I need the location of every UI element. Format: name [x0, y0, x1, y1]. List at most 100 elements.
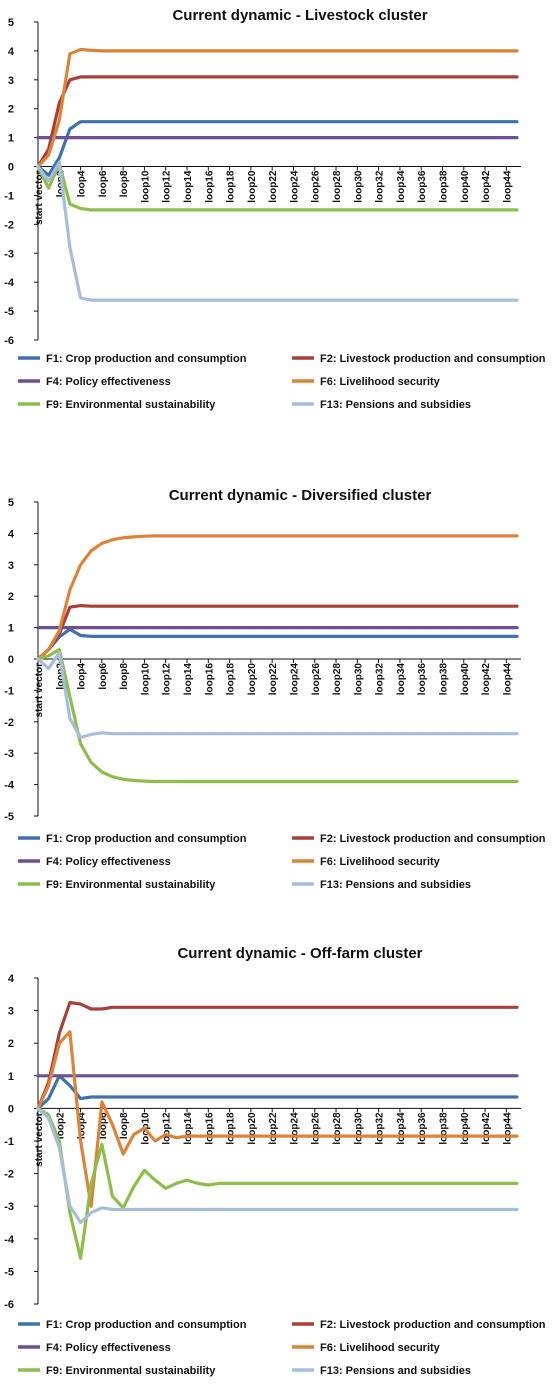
y-tick-label: 1	[8, 1071, 14, 1083]
x-tick-label: loop28	[332, 1112, 343, 1145]
y-tick-label: -6	[4, 1299, 14, 1311]
legend-label-f2: F2: Livestock production and consumption	[320, 1319, 546, 1331]
x-tick-label: loop44	[502, 663, 513, 696]
x-tick-label: loop16	[204, 170, 215, 203]
x-tick-label: loop16	[204, 1112, 215, 1145]
x-tick-label: loop44	[502, 170, 513, 203]
x-tick-label: loop10	[140, 170, 151, 203]
legend-label-f2: F2: Livestock production and consumption	[320, 353, 546, 365]
x-tick-label: loop36	[417, 1112, 428, 1145]
series-line-f1	[36, 120, 519, 177]
y-tick-label: 5	[8, 497, 14, 509]
series-line-f9	[36, 1106, 519, 1261]
legend-label-f4: F4: Policy effectiveness	[46, 1342, 171, 1354]
y-tick-label: 2	[8, 1038, 14, 1050]
series-line-f2	[36, 1000, 519, 1111]
x-tick-label: loop24	[289, 170, 300, 203]
x-tick-label: loop14	[183, 170, 194, 203]
x-tick-label: loop22	[268, 170, 279, 203]
y-tick-label: 3	[8, 75, 14, 87]
x-tick-label: start vector	[34, 1112, 45, 1167]
y-tick-label: 2	[8, 104, 14, 116]
x-tick-label: loop12	[162, 663, 173, 696]
chart-1: Current dynamic - Livestock cluster -6 -5 -…	[4, 7, 546, 411]
x-tick-label: loop4	[77, 663, 88, 690]
x-tick-label: loop22	[268, 663, 279, 696]
legend-label-f1: F1: Crop production and consumption	[46, 1319, 247, 1331]
x-tick-label: start vector	[34, 663, 45, 718]
y-tick-label: -2	[4, 219, 14, 231]
x-tick-label: loop8	[119, 1112, 130, 1139]
x-tick-label: loop34	[396, 1112, 407, 1145]
x-tick-label: loop42	[481, 170, 492, 203]
y-tick-label: -3	[4, 748, 14, 760]
legend-label-f13: F13: Pensions and subsidies	[320, 399, 471, 411]
x-tick-label: loop38	[438, 663, 449, 696]
x-tick-label: loop8	[119, 663, 130, 690]
series-line-f2	[36, 603, 519, 661]
series-line-f6	[36, 534, 519, 661]
series-line-f1	[36, 1074, 519, 1111]
x-tick-label: loop24	[289, 1112, 300, 1145]
y-tick-label: 1	[8, 133, 14, 145]
x-tick-label: loop20	[247, 170, 258, 203]
y-tick-label: 4	[8, 46, 15, 58]
legend-label-f6: F6: Livelihood security	[320, 376, 441, 388]
series-line-f13	[36, 160, 519, 302]
x-tick-label: loop40	[460, 1112, 471, 1145]
x-tick-label: loop12	[162, 1112, 173, 1145]
x-tick-label: loop26	[311, 170, 322, 203]
x-tick-label: loop34	[396, 170, 407, 203]
x-tick-label: loop42	[481, 663, 492, 696]
x-tick-label: loop10	[140, 663, 151, 696]
y-tick-label: -5	[4, 811, 14, 823]
x-tick-label: loop30	[353, 1112, 364, 1145]
x-tick-label: loop2	[55, 1112, 66, 1139]
y-tick-label: -3	[4, 248, 14, 260]
legend-label-f13: F13: Pensions and subsidies	[320, 1365, 471, 1377]
legend-label-f4: F4: Policy effectiveness	[46, 856, 171, 868]
x-tick-label: loop40	[460, 663, 471, 696]
x-tick-label: loop38	[438, 1112, 449, 1145]
x-tick-label: loop32	[375, 170, 386, 203]
series-line-f13	[36, 1106, 519, 1225]
legend-label-f6: F6: Livelihood security	[320, 856, 441, 868]
legend-label-f1: F1: Crop production and consumption	[46, 353, 247, 365]
x-tick-label: loop44	[502, 1112, 513, 1145]
legend-label-f9: F9: Environmental sustainability	[46, 1365, 216, 1377]
x-tick-label: loop20	[247, 663, 258, 696]
y-tick-label: -1	[4, 1136, 14, 1148]
legend-label-f9: F9: Environmental sustainability	[46, 879, 216, 891]
y-tick-label: 4	[8, 973, 15, 985]
y-tick-label: -1	[4, 685, 14, 697]
x-tick-label: loop12	[162, 170, 173, 203]
x-tick-label: loop18	[226, 663, 237, 696]
y-tick-label: 4	[8, 528, 15, 540]
x-tick-label: loop32	[375, 663, 386, 696]
y-tick-label: -4	[4, 277, 15, 289]
y-tick-label: -2	[4, 717, 14, 729]
y-tick-label: -5	[4, 1266, 14, 1278]
chart-3: Current dynamic - Off-farm cluster -6 -5 -4…	[4, 945, 546, 1377]
y-tick-label: -4	[4, 780, 15, 792]
y-tick-label: -3	[4, 1201, 14, 1213]
x-tick-label: loop40	[460, 170, 471, 203]
x-tick-label: loop34	[396, 663, 407, 696]
x-tick-label: loop30	[353, 663, 364, 696]
y-tick-label: -6	[4, 335, 14, 347]
x-tick-label: loop24	[289, 663, 300, 696]
chart-title: Current dynamic - Off-farm cluster	[177, 945, 422, 962]
x-tick-label: loop28	[332, 663, 343, 696]
x-tick-label: loop4	[77, 1112, 88, 1139]
series-line-f6	[36, 47, 519, 169]
x-tick-label: loop6	[98, 170, 109, 197]
x-tick-label: loop36	[417, 663, 428, 696]
y-tick-label: -2	[4, 1169, 14, 1181]
x-tick-label: loop8	[119, 170, 130, 197]
y-tick-label: 3	[8, 1006, 14, 1018]
x-tick-label: loop6	[98, 1112, 109, 1139]
y-tick-label: 0	[8, 162, 14, 174]
legend-label-f4: F4: Policy effectiveness	[46, 376, 171, 388]
